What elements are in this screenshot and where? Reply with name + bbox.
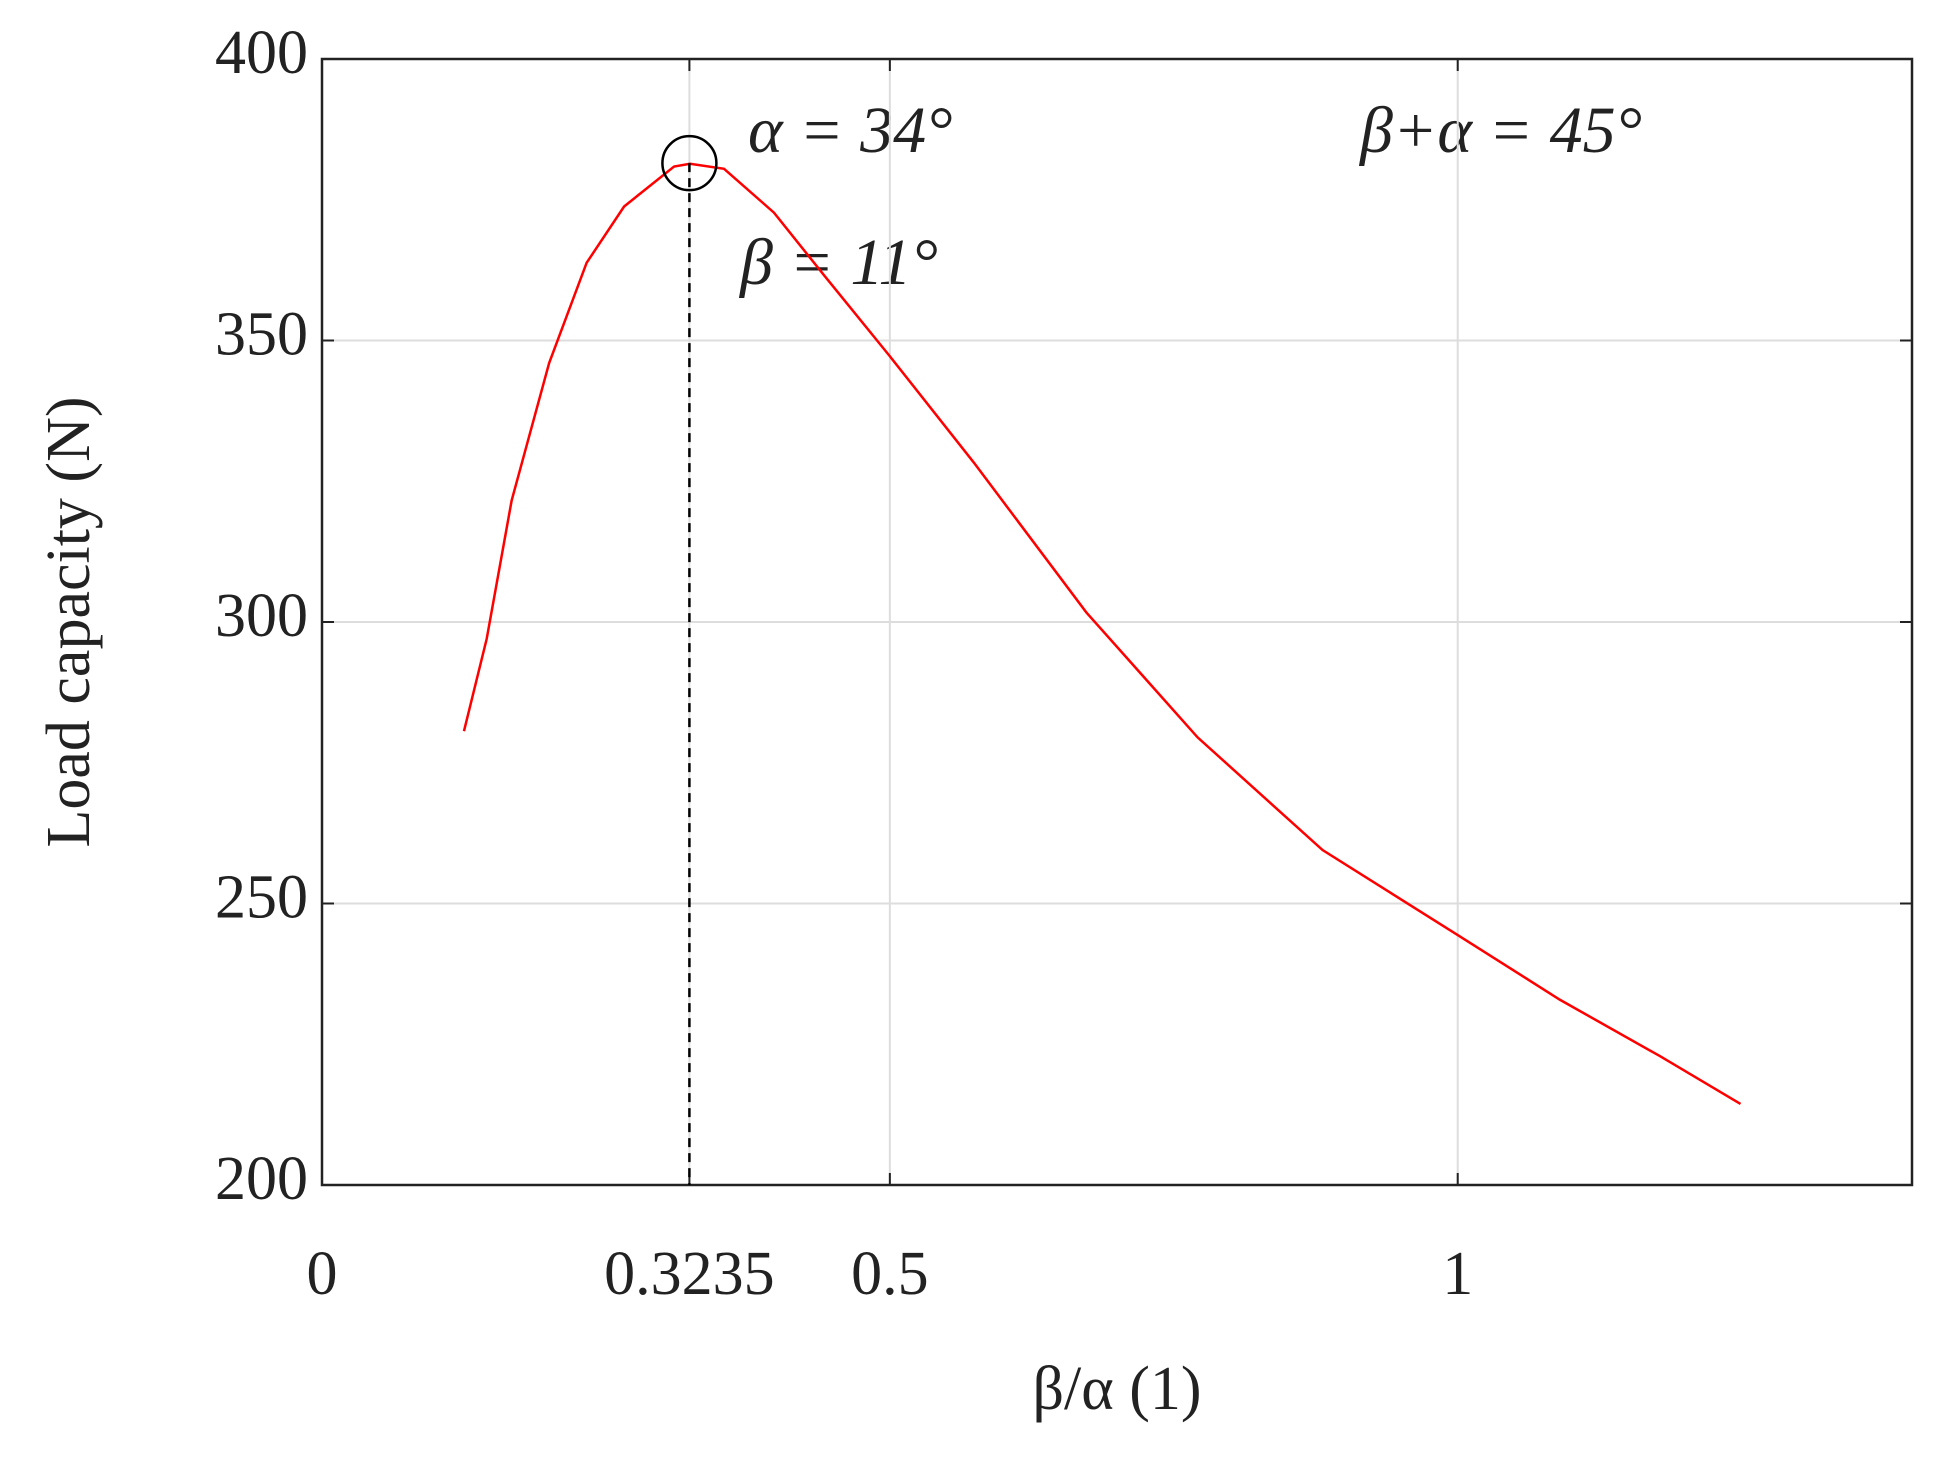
y-tick-label: 250 [215, 864, 308, 932]
y-tick-label: 400 [215, 19, 308, 87]
annotation: β+α = 45° [1358, 94, 1642, 167]
data-line [462, 162, 1742, 1106]
x-tick-label: 0.3235 [604, 1240, 775, 1308]
x-tick-label: 0.5 [851, 1240, 929, 1308]
plot-frame [320, 57, 1914, 1187]
x-tick-label: 1 [1442, 1240, 1473, 1308]
peak-marker [661, 134, 718, 192]
annotation: α = 34° [748, 94, 953, 167]
y-axis-label: Load capacity (N) [35, 397, 103, 848]
y-tick-label: 350 [215, 301, 308, 369]
x-tick-label: 0 [307, 1240, 338, 1308]
y-tick-label: 300 [215, 582, 308, 650]
annotation: β = 11° [738, 226, 938, 299]
y-tick-label: 200 [215, 1145, 308, 1213]
x-axis-label: β/α (1) [1032, 1355, 1201, 1423]
